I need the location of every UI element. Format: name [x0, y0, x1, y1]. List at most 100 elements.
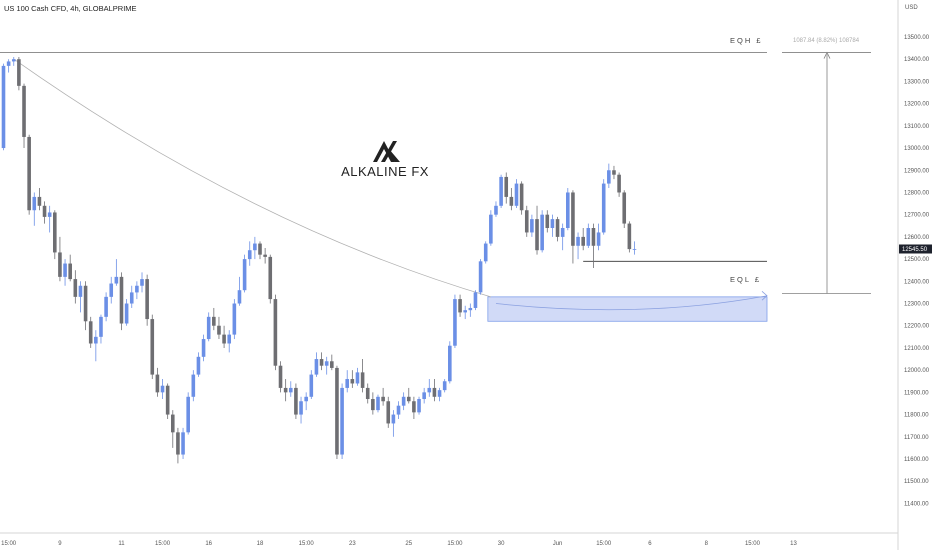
x-tick-label: 23: [349, 541, 356, 547]
candle: [288, 381, 293, 397]
candle-body: [217, 325, 221, 335]
x-tick-label: 8: [705, 541, 709, 547]
candle-body: [304, 396, 308, 402]
candle: [576, 232, 580, 260]
candle: [376, 394, 380, 413]
brand-name: ALKALINE FX: [341, 164, 429, 179]
candle-body: [309, 374, 314, 397]
candle-body: [160, 385, 165, 393]
candle: [94, 330, 98, 362]
candle: [68, 254, 72, 282]
y-tick-label: 13300.00: [904, 79, 930, 85]
candle-body: [94, 336, 98, 344]
candle: [340, 383, 344, 459]
candle: [63, 259, 67, 286]
candle: [560, 223, 565, 251]
candle: [196, 352, 201, 377]
candle: [535, 205, 539, 255]
candle: [448, 341, 452, 384]
candle: [581, 228, 585, 251]
brand-logo-icon: [373, 141, 395, 162]
candle-body: [550, 219, 555, 229]
candle-body: [247, 250, 252, 260]
y-tick-label: 12200.00: [904, 324, 930, 330]
candle-body: [227, 334, 232, 344]
candle-body: [571, 192, 575, 246]
candle: [135, 281, 139, 300]
candle-body: [412, 401, 416, 413]
candle: [22, 83, 26, 149]
candle-body: [381, 396, 385, 402]
candle: [360, 359, 365, 393]
candle: [489, 210, 493, 246]
candle: [165, 383, 170, 420]
candle: [494, 201, 498, 217]
candle: [268, 254, 273, 304]
candle: [504, 172, 509, 204]
candle-body: [206, 316, 211, 340]
candle: [47, 205, 52, 233]
candle: [124, 299, 129, 326]
candle-body: [181, 432, 185, 455]
candle: [345, 370, 350, 393]
candle: [530, 214, 534, 237]
candle-body: [540, 214, 544, 251]
candle: [78, 281, 83, 313]
candle: [365, 383, 370, 404]
y-tick-label: 13200.00: [904, 102, 930, 108]
time-axis[interactable]: 15:00 9 11 15:00 16 18 15:00 23 25 15:00 30 Jun 15:0…: [1, 541, 797, 547]
candle-body: [463, 310, 467, 313]
candle: [294, 383, 298, 420]
candle: [499, 174, 503, 209]
candle: [170, 410, 175, 448]
candle-body: [140, 279, 144, 286]
candle: [591, 223, 596, 268]
candle: [99, 314, 103, 344]
candle-body: [129, 292, 134, 304]
candle-body: [591, 228, 596, 246]
candle: [396, 401, 401, 420]
candle-body: [242, 259, 247, 291]
candle: [555, 216, 560, 242]
candle: [324, 356, 329, 375]
candle: [519, 181, 524, 215]
candle-body: [42, 205, 47, 217]
candle-body: [509, 196, 514, 206]
candle: [160, 379, 165, 400]
candle-body: [617, 174, 621, 193]
candle: [545, 210, 550, 233]
currency-label: USD: [905, 5, 918, 11]
candle: [571, 190, 575, 264]
x-tick-label: 15:00: [447, 541, 463, 547]
candle: [263, 247, 267, 264]
candle-body: [53, 212, 57, 253]
candle: [88, 316, 93, 348]
candle: [206, 312, 211, 342]
candle-body: [530, 219, 534, 233]
candle: [463, 305, 467, 320]
price-axis[interactable]: 13500.00 13400.00 13300.00 13200.00 13100.00…: [899, 35, 932, 507]
candle-body: [155, 374, 160, 393]
candle: [540, 210, 544, 253]
candle-body: [299, 401, 303, 415]
candle-body: [504, 176, 509, 197]
candle: [11, 56, 16, 66]
candle: [319, 352, 324, 371]
candle: [453, 294, 457, 348]
candle: [601, 179, 606, 235]
candle: [632, 241, 637, 255]
demand-zone: [487, 296, 768, 322]
candle: [6, 59, 11, 73]
candle-body: [58, 252, 62, 277]
candle-body: [17, 59, 21, 86]
candle: [432, 379, 437, 402]
candle: [330, 354, 334, 371]
candle-body: [27, 136, 31, 211]
y-tick-label: 11700.00: [904, 435, 929, 441]
candle-body: [1, 65, 6, 149]
candle: [278, 361, 283, 393]
candle-body: [124, 303, 129, 324]
candle: [37, 188, 42, 211]
candle: [422, 387, 426, 404]
